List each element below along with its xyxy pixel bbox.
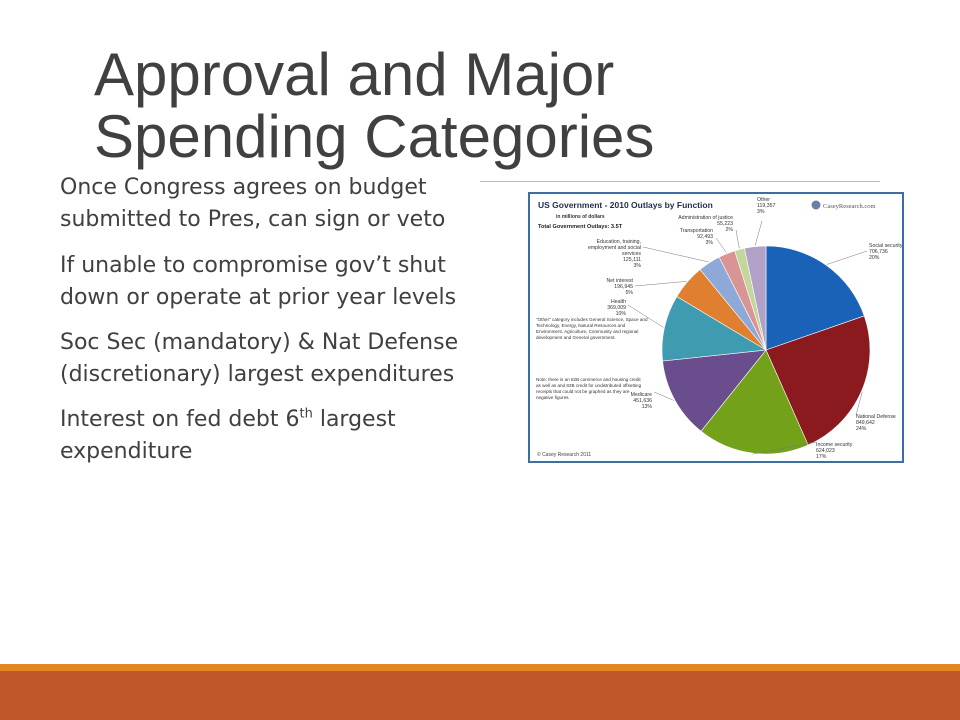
chart-title: US Government - 2010 Outlays by Function	[538, 200, 713, 210]
slice-label: Other 119,357 3%	[757, 197, 775, 215]
leader-line	[855, 391, 863, 416]
leader-line	[627, 304, 664, 328]
casey-logo: CaseyResearch.com	[811, 200, 876, 210]
logo-text: CaseyResearch.com	[823, 203, 876, 210]
leader-line	[715, 237, 727, 253]
slice-label: National Defense 849,642 24%	[856, 414, 896, 432]
slice-label: Transportation 92,493 3%	[680, 228, 714, 246]
chart-total-label: Total Government Outlays: 3.5T	[538, 224, 623, 230]
slice-label: Net interest 196,945 5%	[606, 278, 633, 296]
slide-title-line-2: Spending Categories	[94, 103, 655, 170]
footer-band	[0, 671, 960, 720]
title-divider	[480, 181, 880, 182]
slice-label: Income security 624,023 17%	[816, 442, 853, 460]
chart-subtitle: in millions of dollars	[556, 214, 605, 220]
pie-slice-social-security	[765, 245, 865, 351]
slice-label: Social security 706,736 20%	[869, 243, 902, 261]
bullet-budget-approval: Once Congress agrees on budget submitted…	[60, 175, 446, 232]
leader-line	[642, 246, 709, 263]
pie-slice-national-defense	[765, 315, 871, 446]
bullet-interest: Interest on fed debt 6th largest expendi…	[60, 404, 500, 468]
pie-slice-medicare	[662, 349, 767, 432]
chart-note-other: "Other" category includes General Scienc…	[536, 317, 648, 340]
leader-line	[754, 220, 763, 246]
chart-copyright: © Casey Research 2011	[537, 451, 591, 458]
bullet-list: Once Congress agrees on budget submitted…	[60, 172, 500, 481]
pie-slices	[661, 245, 871, 455]
pie-leader-lines	[627, 220, 868, 455]
note-commerce-wrapper: Note: there is an 82B commerce and housi…	[536, 377, 642, 400]
chart-note-commerce: Note: there is an 82B commerce and housi…	[536, 377, 642, 400]
pie-slice-income-security	[700, 349, 809, 455]
slice-label: Education, training, employment and socia…	[588, 239, 641, 269]
outlays-chart: US Government - 2010 Outlays by Function…	[528, 192, 904, 463]
bullet-shutdown: If unable to compromise gov’t shut down …	[60, 253, 457, 310]
leader-line	[653, 391, 675, 401]
leader-line	[735, 229, 740, 249]
slice-label: Administration of justice 55,223 2%	[678, 215, 733, 233]
pie-slice-other	[744, 245, 767, 351]
slice-label: Health 369,009 10%	[607, 299, 626, 317]
slice-label: Medicare 451,636 13%	[631, 392, 653, 410]
leader-line	[752, 441, 817, 455]
leader-line	[634, 281, 687, 287]
bullet-interest-text: Interest on fed debt 6	[60, 407, 300, 432]
note-other-wrapper: "Other" category includes General Scienc…	[536, 317, 648, 340]
bullet-largest-expenditures: Soc Sec (mandatory) & Nat Defense (discr…	[60, 330, 459, 387]
slide-title: Approval and Major Spending Categories	[94, 44, 894, 168]
leader-line	[826, 250, 868, 265]
pie-chart-svg: US Government - 2010 Outlays by Function…	[536, 197, 902, 460]
bullet-interest-text-end: largest expenditure	[60, 407, 396, 464]
pie-labels: Social security 706,736 20% National Defens…	[588, 197, 902, 460]
footer-accent-stripe	[0, 664, 960, 671]
slide-title-line-1: Approval and Major	[94, 41, 615, 108]
bullet-interest-superscript: th	[299, 406, 313, 422]
